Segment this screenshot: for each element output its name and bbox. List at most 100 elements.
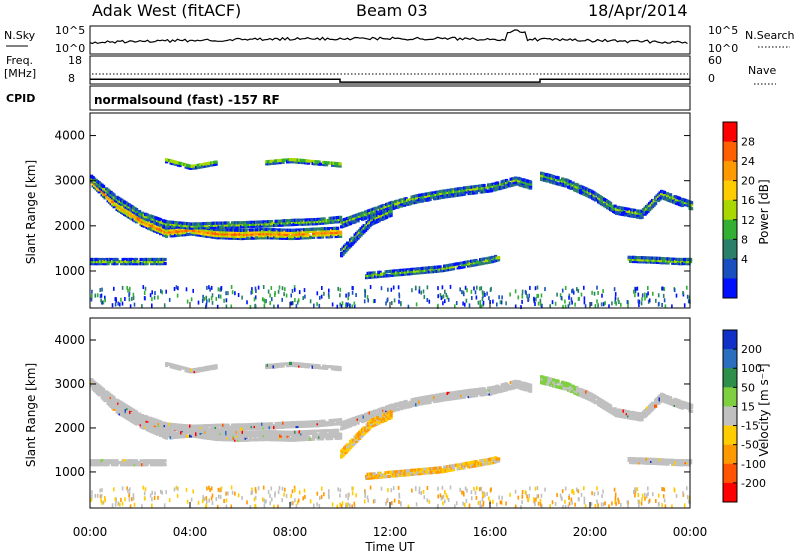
- noise-cell: [218, 294, 220, 298]
- noise-cell: [323, 292, 325, 296]
- echo-cell: [278, 220, 281, 223]
- noise-cell: [555, 302, 557, 306]
- noise-cell: [347, 303, 349, 307]
- echo-cell: [497, 256, 500, 259]
- noise-cell: [443, 294, 445, 298]
- noise-cell: [321, 295, 323, 299]
- noise-cell: [264, 300, 266, 304]
- noise-cell: [655, 299, 657, 303]
- echo-cell: [666, 395, 669, 398]
- noise-cell: [206, 296, 208, 300]
- echo-cell: [372, 216, 375, 219]
- noise-cell: [576, 287, 578, 291]
- noise-cell: [581, 293, 583, 297]
- noise-cell: [113, 287, 115, 291]
- echo-cell: [678, 197, 681, 200]
- noise-cell: [319, 296, 321, 300]
- noise-cell: [466, 288, 468, 292]
- echo-cell: [391, 201, 394, 204]
- noise-cell: [226, 298, 228, 302]
- noise-cell: [150, 293, 152, 297]
- noise-cell: [290, 294, 292, 298]
- noise-cell: [91, 290, 93, 294]
- echo-cell: [380, 273, 383, 276]
- nave-label: Nave: [748, 64, 776, 77]
- noise-cell: [465, 286, 467, 290]
- echo-cell: [116, 258, 119, 261]
- echo-cell: [483, 387, 486, 390]
- echo-cell: [186, 233, 189, 236]
- noise-cell: [500, 300, 502, 304]
- noise-cell: [399, 294, 401, 298]
- noise-cell: [617, 297, 619, 301]
- noise-cell: [498, 295, 500, 299]
- noise-cell: [340, 288, 342, 292]
- noise-cell: [355, 293, 357, 297]
- noise-cell: [594, 292, 596, 296]
- echo-cell: [373, 271, 376, 274]
- noise-cell: [231, 285, 233, 289]
- noise-cell: [100, 299, 102, 303]
- noise-cell: [115, 297, 117, 301]
- echo-cell: [186, 435, 189, 438]
- y-tick-label: 2000: [54, 219, 85, 233]
- noise-cell: [569, 302, 571, 306]
- noise-cell: [459, 287, 461, 291]
- noise-cell: [473, 286, 475, 290]
- noise-cell: [483, 301, 485, 305]
- noise-cell: [264, 304, 266, 308]
- echo-cell: [390, 208, 393, 211]
- echo-cell: [390, 410, 393, 413]
- noise-cell: [647, 286, 649, 290]
- noise-cell: [345, 294, 347, 298]
- noise-cell: [131, 297, 133, 301]
- echo-cell: [200, 222, 203, 225]
- noise-cell: [676, 294, 678, 298]
- noise-cell: [174, 287, 176, 291]
- nsearch-tick-hi: 10^5: [708, 24, 738, 37]
- noise-cell: [337, 287, 339, 291]
- noise-cell: [515, 289, 517, 293]
- noise-cell: [234, 291, 236, 295]
- noise-cell: [206, 286, 208, 290]
- echo-cell: [654, 202, 657, 205]
- noise-cell: [522, 295, 524, 299]
- noise-cell: [544, 287, 546, 291]
- noise-cell: [456, 301, 458, 305]
- echo-cell: [135, 411, 138, 414]
- noise-cell: [165, 290, 167, 294]
- noise-cell: [298, 298, 300, 302]
- noise-cell: [552, 300, 554, 304]
- noise-cell: [187, 300, 189, 304]
- noise-cell: [128, 293, 130, 297]
- echo-cell: [200, 424, 203, 427]
- noise-cell: [528, 297, 530, 301]
- noise-cell: [145, 287, 147, 291]
- noise-cell: [561, 296, 563, 300]
- noise-cell: [122, 302, 124, 306]
- noise-cell: [634, 293, 636, 297]
- echo-cell: [239, 423, 242, 426]
- noise-cell: [304, 295, 306, 299]
- noise-cell: [471, 290, 473, 294]
- echo-cell: [102, 185, 105, 188]
- noise-cell: [604, 301, 606, 305]
- noise-cell: [496, 303, 498, 307]
- noise-cell: [157, 296, 159, 300]
- noise-cell: [294, 288, 296, 292]
- noise-cell: [268, 290, 270, 294]
- noise-cell: [509, 293, 511, 297]
- noise-cell: [476, 286, 478, 290]
- noise-cell: [292, 289, 294, 293]
- echo-cell: [164, 262, 167, 265]
- noise-cell: [299, 290, 301, 294]
- noise-cell: [638, 293, 640, 297]
- noise-cell: [394, 298, 396, 302]
- beam-title: Beam 03: [356, 1, 428, 20]
- cpid-panel: CPID normalsound (fast) -157 RF: [6, 86, 690, 110]
- noise-cell: [345, 304, 347, 308]
- noise-cell: [565, 286, 567, 290]
- noise-cell: [227, 291, 229, 295]
- noise-cell: [564, 300, 566, 304]
